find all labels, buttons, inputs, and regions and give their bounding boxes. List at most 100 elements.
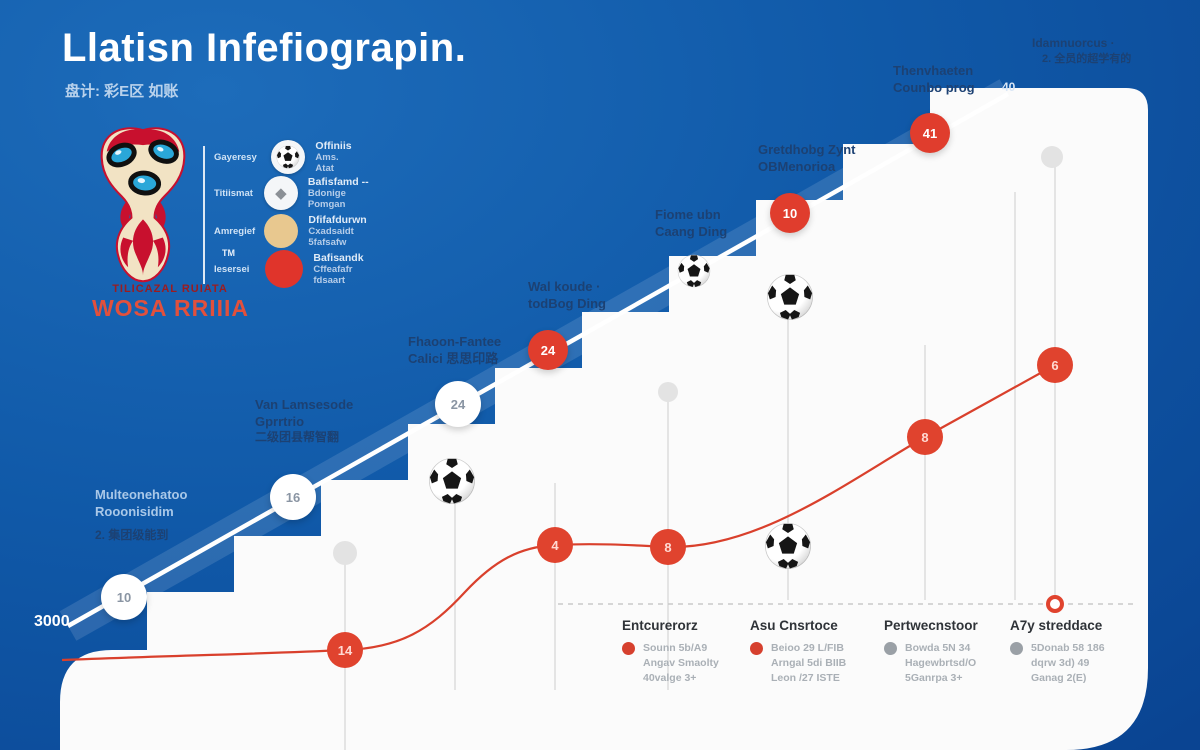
data-point: 14 (327, 632, 363, 668)
annotation: Van Lamsesode Gprrtrio 二级团县帮智翻 (255, 396, 425, 446)
legend-row-line2: Cxadsaidt 5fafsafw (308, 226, 354, 248)
footer-line: 5Ganrpa 3+ (905, 672, 963, 684)
gray-dot-icon (1010, 642, 1023, 655)
gray-dot (658, 382, 678, 402)
red-ring-marker (1046, 595, 1064, 613)
footer-column: Entcurerorz Sounn 5b/A9 Angav Smaolty 40… (622, 618, 747, 686)
annotation-line: Multeonehatoo (95, 487, 188, 502)
data-point: 8 (650, 529, 686, 565)
soccer-ball-icon (271, 140, 306, 174)
annotation: Fiome ubn Caang Ding (655, 206, 785, 240)
gray-dot (333, 541, 357, 565)
data-point: 10 (101, 574, 147, 620)
data-point: 6 (1037, 347, 1073, 383)
data-point: 10 (770, 193, 810, 233)
footer-line: Angav Smaolty (643, 657, 719, 669)
footer-line: Arngal 5di BIIB (771, 657, 847, 669)
red-dot-icon (622, 642, 635, 655)
legend-row: Titiismat ◆ Bafisfamd -- Bdonige Pomgan (214, 176, 371, 210)
legend-row-label: Amregief (214, 225, 256, 237)
annotation: Idamnuorcus · 2. 全员的超学有的 (1032, 36, 1192, 66)
data-point: 24 (528, 330, 568, 370)
data-point: 24 (435, 381, 481, 427)
legend-row-label: Iesersei (214, 263, 250, 275)
legend-row: Gayeresy Offiniis Ams. Atat (214, 140, 356, 174)
data-point: 16 (270, 474, 316, 520)
footer-line: 40valge 3+ (643, 672, 697, 684)
red-dot-icon (265, 250, 304, 288)
soccer-ball (766, 273, 814, 321)
footer-header: Entcurerorz (622, 618, 698, 633)
footer-header: Pertwecnstoor (884, 618, 978, 633)
annotation-line: Wal koude · (528, 279, 601, 294)
footer-line: Ganag 2(E) (1031, 672, 1087, 684)
annotation-line: Fiome ubn (655, 207, 721, 222)
annotation-line: 2. 集团级能到 (95, 528, 169, 543)
footer-line: Sounn 5b/A9 (643, 642, 708, 654)
soccer-ball (764, 522, 812, 570)
annotation: Wal koude · todBog Ding (528, 278, 668, 312)
annotation-line: 二级团县帮智翻 (255, 430, 340, 445)
footer-column: A7y streddace 5Donab 58 186 dqrw 3d) 49 … (1010, 618, 1135, 686)
legend-row-label: Titiismat (214, 187, 253, 199)
staircase (60, 88, 1148, 750)
annotation: Gretdhobg Zynt OBMenorioa (758, 141, 918, 175)
annotation-line: Van Lamsesode (255, 397, 354, 412)
annotation-line: OBMenorioa (758, 159, 836, 175)
annotation-line: todBog Ding (528, 296, 606, 312)
legend-separator (203, 146, 205, 284)
page-title: Llatisn Infefiograpin. (62, 26, 467, 70)
annotation: Thenvhaeten Counbo prog (893, 62, 1043, 96)
annotation: Multeonehatoo Rooonisidim 2. 集团级能到 (95, 486, 265, 544)
data-point: 4 (537, 527, 573, 563)
footer-line: Hagewbrtsd/O (905, 657, 977, 669)
legend-row-line1: Dfifafdurwn (308, 214, 367, 226)
legend-row-line1: Bafisfamd -- (307, 176, 369, 188)
legend-row-line2: Bdonige Pomgan (307, 188, 346, 210)
tm-label: TM (222, 248, 235, 258)
data-point: 8 (907, 419, 943, 455)
legend-row-line2: Ams. Atat (315, 152, 339, 174)
annotation-line: Thenvhaeten (893, 63, 974, 78)
tan-dot-icon (264, 214, 299, 248)
legend-row: Amregief Dfifafdurwn Cxadsaidt 5fafsafw (214, 214, 378, 248)
annotation-line: Caang Ding (655, 224, 728, 240)
legend-row-label: Gayeresy (214, 151, 257, 163)
legend-row-line1: Offiniis (315, 140, 352, 152)
worldcup-trophy-logo (100, 127, 186, 283)
footer-line: Bowda 5N 34 (905, 642, 971, 654)
soccer-ball (428, 457, 476, 505)
footer-line: Leon /27 ISTE (771, 672, 840, 684)
annotation-line: 2. 全员的超学有的 (1042, 52, 1132, 65)
logo-caption-main: WOSA RRIIIA (91, 295, 250, 321)
footer-header: A7y streddace (1010, 618, 1103, 633)
page-subtitle: 盘计: 彩E区 如账 (65, 83, 179, 100)
legend-row: Iesersei Bafisandk Cffeafafr fdsaart (214, 250, 374, 288)
end-label: 40 (1002, 80, 1016, 94)
footer-line: 5Donab 58 186 (1031, 642, 1105, 654)
annotation-line: Rooonisidim (95, 504, 174, 520)
red-dot-icon (750, 642, 763, 655)
footer-column: Pertwecnstoor Bowda 5N 34 Hagewbrtsd/O 5… (884, 618, 1009, 686)
footer-column: Asu Cnsrtoce Beioo 29 L/FIB Arngal 5di B… (750, 618, 875, 686)
data-point: 41 (910, 113, 950, 153)
annotation-line: Calici 思思印路 (408, 351, 499, 367)
origin-label: 3000 (34, 613, 70, 630)
logo-caption-top: TILICAZAL RUIATA (112, 283, 228, 295)
legend-row-line1: Bafisandk (313, 252, 364, 264)
footer-line: Beioo 29 L/FIB (771, 642, 844, 654)
annotation-line: Counbo prog (893, 80, 975, 96)
annotation-line: Fhaoon-Fantee (408, 334, 502, 349)
footer-line: dqrw 3d) 49 (1031, 657, 1090, 669)
legend-row-line2: Cffeafafr fdsaart (313, 264, 353, 286)
soccer-ball (677, 254, 711, 288)
annotation-line: Idamnuorcus · (1032, 36, 1115, 50)
annotation: Fhaoon-Fantee Calici 思思印路 (408, 333, 568, 367)
annotation-line: Gprrtrio (255, 414, 305, 430)
gray-dot (1041, 146, 1063, 168)
gray-dot-icon (884, 642, 897, 655)
footer-header: Asu Cnsrtoce (750, 618, 838, 633)
annotation-line: Gretdhobg Zynt (758, 142, 856, 157)
gem-icon: ◆ (263, 176, 298, 210)
